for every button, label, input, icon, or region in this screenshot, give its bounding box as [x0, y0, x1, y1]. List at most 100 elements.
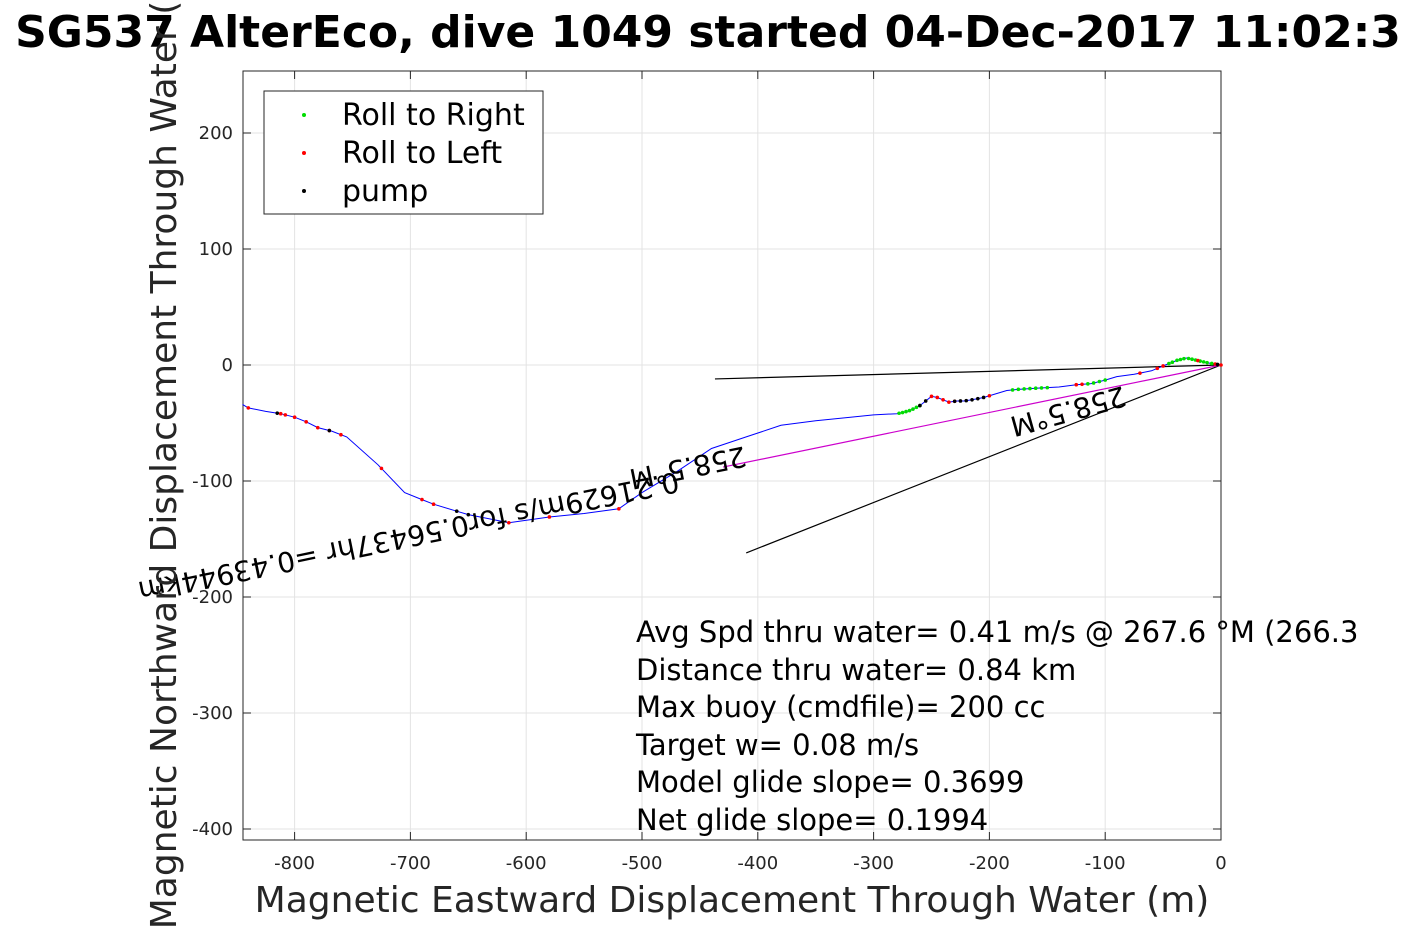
x-tick-label: -700	[390, 853, 431, 874]
roll-right-point	[897, 411, 901, 416]
roll-right-point	[914, 405, 919, 410]
roll-right-point	[1103, 378, 1107, 382]
legend-marker-roll-left	[302, 151, 306, 155]
x-tick-label: -300	[853, 853, 894, 874]
y-tick-label: -400	[192, 819, 233, 840]
legend: Roll to Right Roll to Left pump	[263, 90, 544, 215]
x-tick-label: -800	[274, 853, 315, 874]
roll-left-point	[1080, 382, 1084, 387]
y-tick-label: -300	[192, 703, 233, 724]
pump-point	[923, 399, 928, 403]
roll-right-point	[1182, 356, 1186, 361]
pump-point	[1215, 362, 1220, 367]
roll-left-point	[379, 466, 384, 471]
roll-left-point	[507, 520, 511, 525]
roll-right-point	[1178, 357, 1183, 362]
roll-right-point	[1186, 356, 1191, 361]
y-tick-label: 100	[199, 239, 233, 260]
pump-point	[970, 398, 974, 402]
roll-left-point	[1138, 371, 1142, 375]
roll-right-point	[1010, 388, 1015, 392]
roll-left-point	[547, 515, 552, 519]
roll-left-point	[292, 415, 297, 420]
x-tick-label: 0	[1215, 853, 1226, 874]
roll-right-point	[1190, 357, 1194, 362]
roll-left-point	[617, 507, 621, 511]
y-tick-label: 0	[222, 355, 233, 376]
legend-box	[263, 90, 544, 215]
roll-right-point	[1205, 360, 1209, 365]
legend-label-roll-right: Roll to Right	[342, 98, 525, 133]
roll-right-point	[907, 408, 912, 413]
roll-left-point	[1196, 358, 1200, 363]
pump-point	[275, 411, 280, 415]
x-tick-label: -400	[737, 853, 778, 874]
roll-right-point	[904, 409, 908, 414]
roll-right-point	[1175, 358, 1179, 363]
pump-point	[327, 428, 332, 433]
roll-right-point	[1039, 386, 1044, 390]
roll-left-point	[947, 400, 951, 404]
roll-left-point	[935, 395, 940, 400]
roll-left-point	[1219, 363, 1223, 367]
roll-left-point	[315, 425, 320, 430]
x-tick-label: -100	[1085, 853, 1126, 874]
roll-right-point	[1201, 360, 1206, 364]
roll-right-point	[1086, 382, 1090, 386]
roll-right-point	[1209, 361, 1214, 366]
y-tick-label: 200	[199, 123, 233, 144]
roll-left-point	[278, 411, 283, 416]
heading-lines	[714, 364, 1222, 554]
legend-label-roll-left: Roll to Left	[342, 136, 502, 171]
heading-line	[722, 364, 1222, 468]
roll-right-point	[1167, 361, 1171, 366]
roll-right-point	[1022, 387, 1026, 391]
roll-left-point	[1161, 364, 1165, 368]
roll-left-point	[420, 497, 424, 502]
roll-right-point	[1033, 386, 1038, 391]
roll-left-point	[339, 432, 343, 437]
roll-right-point	[1091, 381, 1096, 385]
roll-left-point	[431, 502, 436, 507]
roll-left-point	[304, 420, 308, 424]
pump-point	[466, 512, 471, 517]
x-axis-label: Magnetic Eastward Displacement Through W…	[255, 880, 1210, 921]
y-axis-label: Magnetic Northward Displacement Through …	[144, 1, 185, 930]
grid-lines	[243, 71, 1222, 840]
stat-avg-speed: Avg Spd thru water= 0.41 m/s @ 267.6 °M …	[636, 615, 1358, 649]
pump-point	[981, 395, 986, 400]
roll-points	[246, 356, 1223, 525]
roll-right-point	[1170, 360, 1175, 365]
roll-left-point	[1074, 382, 1079, 387]
roll-left-point	[1155, 366, 1160, 371]
pump-point	[952, 399, 957, 404]
stat-net-glide-slope: Net glide slope= 0.1994	[636, 803, 988, 837]
stats-block: Avg Spd thru water= 0.41 m/s @ 267.6 °M …	[635, 615, 1358, 837]
heading-line	[714, 364, 1222, 380]
roll-left-point	[987, 393, 992, 398]
pump-point	[918, 403, 922, 408]
roll-right-point	[1097, 379, 1102, 384]
pump-point	[964, 398, 969, 403]
legend-label-pump: pump	[342, 174, 428, 209]
roll-left-point	[283, 413, 288, 417]
x-tick-label: -200	[969, 853, 1010, 874]
track-line	[242, 357, 1222, 524]
stat-target-w: Target w= 0.08 m/s	[635, 728, 919, 762]
roll-right-point	[900, 410, 905, 415]
pump-point	[976, 396, 980, 401]
stat-model-glide-slope: Model glide slope= 0.3699	[636, 765, 1024, 799]
chart-title: SG537 AlterEco, dive 1049 started 04-Dec…	[15, 7, 1401, 58]
x-tick-label: -600	[506, 853, 547, 874]
y-tick-label: -100	[192, 471, 233, 492]
roll-left-point	[929, 394, 934, 399]
pump-point	[454, 509, 459, 513]
pump-point	[958, 399, 963, 403]
roll-right-point	[911, 407, 915, 411]
roll-right-point	[1016, 387, 1021, 392]
roll-right-point	[1028, 386, 1032, 391]
legend-marker-roll-right	[302, 113, 306, 117]
legend-marker-pump	[302, 189, 306, 193]
plot-area-border	[242, 70, 1222, 841]
